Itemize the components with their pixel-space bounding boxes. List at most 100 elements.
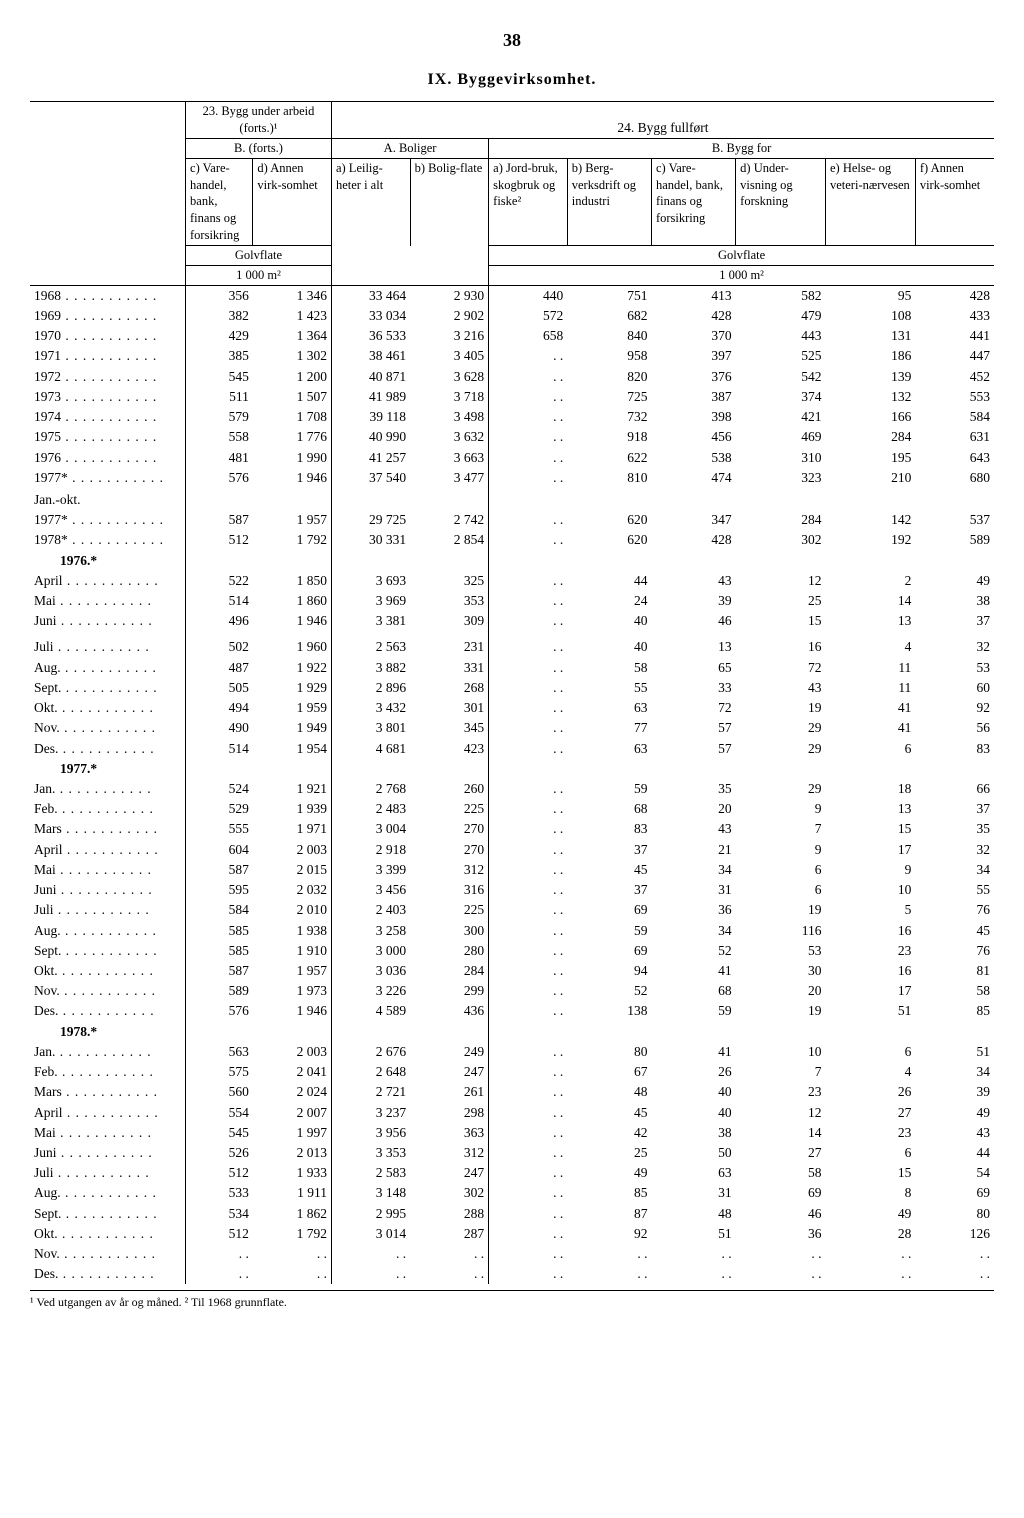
data-cell: 6 [736, 880, 826, 900]
row-label: 1976 [30, 448, 186, 468]
data-cell: 345 [410, 718, 489, 738]
data-cell: 270 [410, 819, 489, 839]
data-cell: 496 [186, 611, 253, 631]
data-cell: 38 [915, 591, 994, 611]
data-cell: 29 [736, 739, 826, 759]
data-cell: . . [489, 387, 568, 407]
data-cell: 622 [567, 448, 651, 468]
data-cell: . . [489, 1001, 568, 1021]
data-cell: 387 [651, 387, 735, 407]
data-cell: 474 [651, 468, 735, 488]
data-cell: 57 [651, 739, 735, 759]
data-cell: 126 [915, 1224, 994, 1244]
data-cell: 1 792 [253, 530, 332, 550]
row-label: Juli [30, 637, 186, 657]
data-cell: . . [489, 678, 568, 698]
data-cell: 1 938 [253, 921, 332, 941]
row-label: Nov. [30, 1244, 186, 1264]
data-cell: 19 [736, 698, 826, 718]
data-cell: 19 [736, 900, 826, 920]
data-cell: 20 [651, 799, 735, 819]
data-cell: 3 498 [410, 407, 489, 427]
data-cell: 428 [651, 530, 735, 550]
data-cell: 2 483 [331, 799, 410, 819]
data-cell: . . [489, 1042, 568, 1062]
row-label: Mai [30, 591, 186, 611]
data-cell: 288 [410, 1204, 489, 1224]
data-cell: . . [489, 1103, 568, 1123]
data-cell: 41 257 [331, 448, 410, 468]
data-cell: 620 [567, 510, 651, 530]
data-cell: 31 [651, 880, 735, 900]
data-cell: 30 [736, 961, 826, 981]
row-label: Mars [30, 1082, 186, 1102]
data-cell: 312 [410, 1143, 489, 1163]
data-cell: 33 034 [331, 306, 410, 326]
data-cell: 958 [567, 346, 651, 366]
row-label: Aug. [30, 921, 186, 941]
data-cell: 27 [736, 1143, 826, 1163]
data-cell: 46 [651, 611, 735, 631]
data-cell: 2 015 [253, 860, 332, 880]
data-cell: 76 [915, 900, 994, 920]
data-cell: 63 [567, 698, 651, 718]
data-cell: 589 [915, 530, 994, 550]
data-cell: 443 [736, 326, 826, 346]
data-cell: . . [489, 1204, 568, 1224]
data-cell: 34 [915, 860, 994, 880]
data-cell: 41 [651, 1042, 735, 1062]
data-cell: 428 [651, 306, 735, 326]
data-cell: 30 331 [331, 530, 410, 550]
data-cell: 433 [915, 306, 994, 326]
data-cell: 13 [651, 637, 735, 657]
data-cell: 27 [825, 1103, 915, 1123]
data-cell: 370 [651, 326, 735, 346]
data-cell: 23 [825, 1123, 915, 1143]
data-cell: 302 [736, 530, 826, 550]
data-cell: 576 [186, 468, 253, 488]
data-cell: 33 464 [331, 285, 410, 306]
data-cell: 6 [825, 1143, 915, 1163]
row-label: Des. [30, 739, 186, 759]
data-cell: 587 [186, 860, 253, 880]
data-cell: 48 [651, 1204, 735, 1224]
data-cell: . . [489, 739, 568, 759]
data-cell: 59 [651, 1001, 735, 1021]
chapter-title: IX. Byggevirksomhet. [30, 71, 994, 89]
data-cell: 576 [186, 1001, 253, 1021]
page-number: 38 [30, 30, 994, 51]
data-cell: 301 [410, 698, 489, 718]
col-a1: a) Leilig-heter i alt [331, 158, 410, 245]
data-cell: 299 [410, 981, 489, 1001]
data-cell: 1 792 [253, 1224, 332, 1244]
data-cell: 382 [186, 306, 253, 326]
data-cell: 440 [489, 285, 568, 306]
data-cell: . . [489, 921, 568, 941]
data-cell: 6 [825, 1042, 915, 1062]
data-cell: . . [736, 1264, 826, 1284]
data-cell: 29 725 [331, 510, 410, 530]
data-cell: 1 946 [253, 1001, 332, 1021]
data-cell: 186 [825, 346, 915, 366]
data-cell: 270 [410, 840, 489, 860]
data-cell: 40 990 [331, 427, 410, 447]
data-cell: 60 [915, 678, 994, 698]
data-cell: 1 910 [253, 941, 332, 961]
data-cell: 456 [651, 427, 735, 447]
data-cell: 280 [410, 941, 489, 961]
data-cell: 41 [825, 698, 915, 718]
data-cell: . . [489, 819, 568, 839]
data-cell: 1 957 [253, 961, 332, 981]
data-cell: . . [410, 1264, 489, 1284]
data-cell: 6 [825, 739, 915, 759]
data-cell: . . [489, 941, 568, 961]
data-cell: 45 [567, 860, 651, 880]
data-cell: 1 922 [253, 658, 332, 678]
data-cell: . . [915, 1244, 994, 1264]
data-cell: 72 [651, 698, 735, 718]
data-cell: 2 583 [331, 1163, 410, 1183]
data-cell: 2 918 [331, 840, 410, 860]
data-cell: 385 [186, 346, 253, 366]
data-cell: 72 [736, 658, 826, 678]
data-cell: . . [489, 961, 568, 981]
